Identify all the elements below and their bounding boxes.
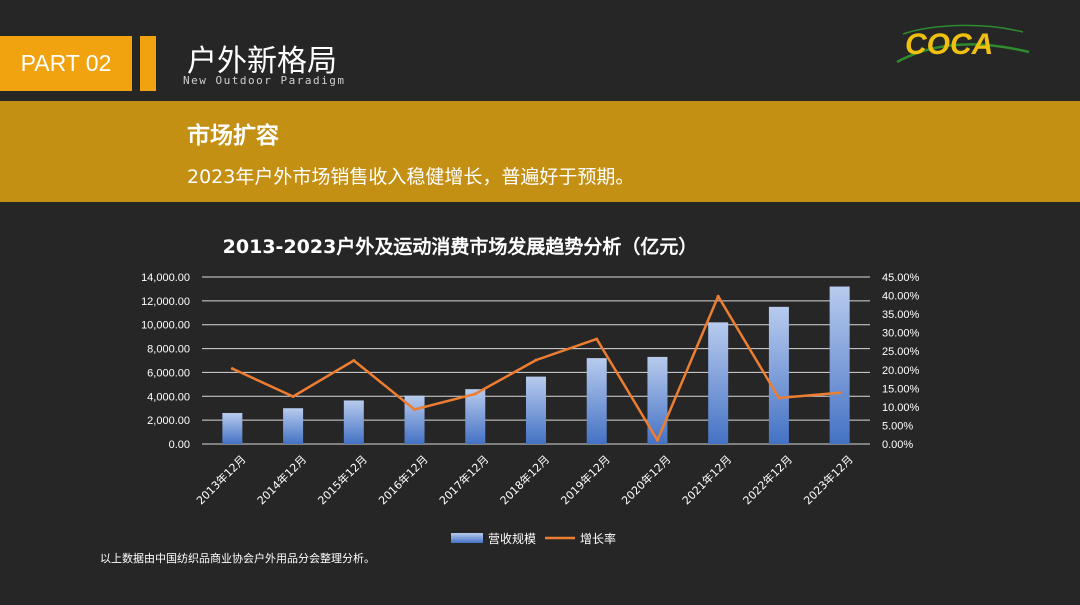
left-axis-tick: 8,000.00 [147,344,190,356]
bar [647,356,668,444]
right-axis-tick: 20.00% [882,365,920,377]
right-axis-tick: 45.00% [882,272,920,284]
bar [526,376,546,444]
accent-bar [140,36,156,91]
bar [343,400,364,444]
bar [222,412,243,444]
left-axis-tick: 4,000.00 [147,391,190,403]
left-axis-tick: 12,000.00 [141,296,190,308]
right-axis-tick: 15.00% [882,383,920,395]
bar [768,306,789,444]
legend-bar-label: 营收规模 [488,531,536,546]
bar [829,286,850,444]
category-label: 2017年12月 [436,452,491,507]
bar [586,358,607,444]
category-label: 2022年12月 [740,452,795,507]
growth-point [534,358,538,362]
coca-logo: COCA [896,24,1030,64]
category-label: 2021年12月 [679,452,734,507]
growth-point [352,359,356,362]
growth-point [716,294,720,298]
left-axis-tick: 6,000.00 [147,367,190,379]
left-axis-tick: 14,000.00 [141,272,190,284]
trend-chart: 2013-2023户外及运动消费市场发展趋势分析（亿元） 0.00 2,000.0… [141,235,920,546]
bar [283,408,304,444]
svg-text:COCA: COCA [905,28,993,61]
page-title: 户外新格局 [187,44,337,79]
category-label: 2019年12月 [558,452,613,507]
category-label: 2015年12月 [315,452,370,507]
growth-point [413,407,417,411]
chart-title: 2013-2023户外及运动消费市场发展趋势分析（亿元） [223,235,698,258]
category-label: 2018年12月 [497,452,552,507]
left-axis-tick: 2,000.00 [147,415,190,427]
legend-bar-swatch [451,533,483,543]
right-axis-tick: 5.00% [882,420,913,432]
left-axis-tick: 0.00 [169,439,190,451]
right-axis-tick: 25.00% [882,346,920,358]
band-text: 2023年户外市场销售收入稳健增长，普遍好于预期。 [187,166,635,188]
page-subtitle: New Outdoor Paradigm [183,74,346,87]
right-axis-tick: 40.00% [882,291,920,303]
right-axis-tick: 35.00% [882,309,920,321]
growth-point [473,392,477,396]
category-label: 2023年12月 [801,452,856,507]
category-label: 2013年12月 [193,452,248,507]
growth-point [230,367,234,371]
category-label: 2014年12月 [254,452,309,507]
band-heading: 市场扩容 [187,123,279,149]
source-note: 以上数据由中国纺织品商业协会户外用品分会整理分析。 [100,552,375,565]
legend-line-label: 增长率 [580,531,616,546]
highlight-band [0,101,1080,202]
bar [708,322,729,444]
growth-point [655,438,659,442]
right-axis-tick: 10.00% [882,402,920,414]
growth-point [777,396,781,400]
left-axis-tick: 10,000.00 [141,320,190,332]
category-label: 2016年12月 [376,452,431,507]
growth-point [595,337,599,341]
right-axis-tick: 30.00% [882,328,920,340]
growth-point [291,394,295,398]
bar [465,389,486,444]
growth-point [838,391,842,395]
right-axis-tick: 0.00% [882,439,913,451]
part-label: PART 02 [0,36,132,91]
category-label: 2020年12月 [618,452,673,507]
